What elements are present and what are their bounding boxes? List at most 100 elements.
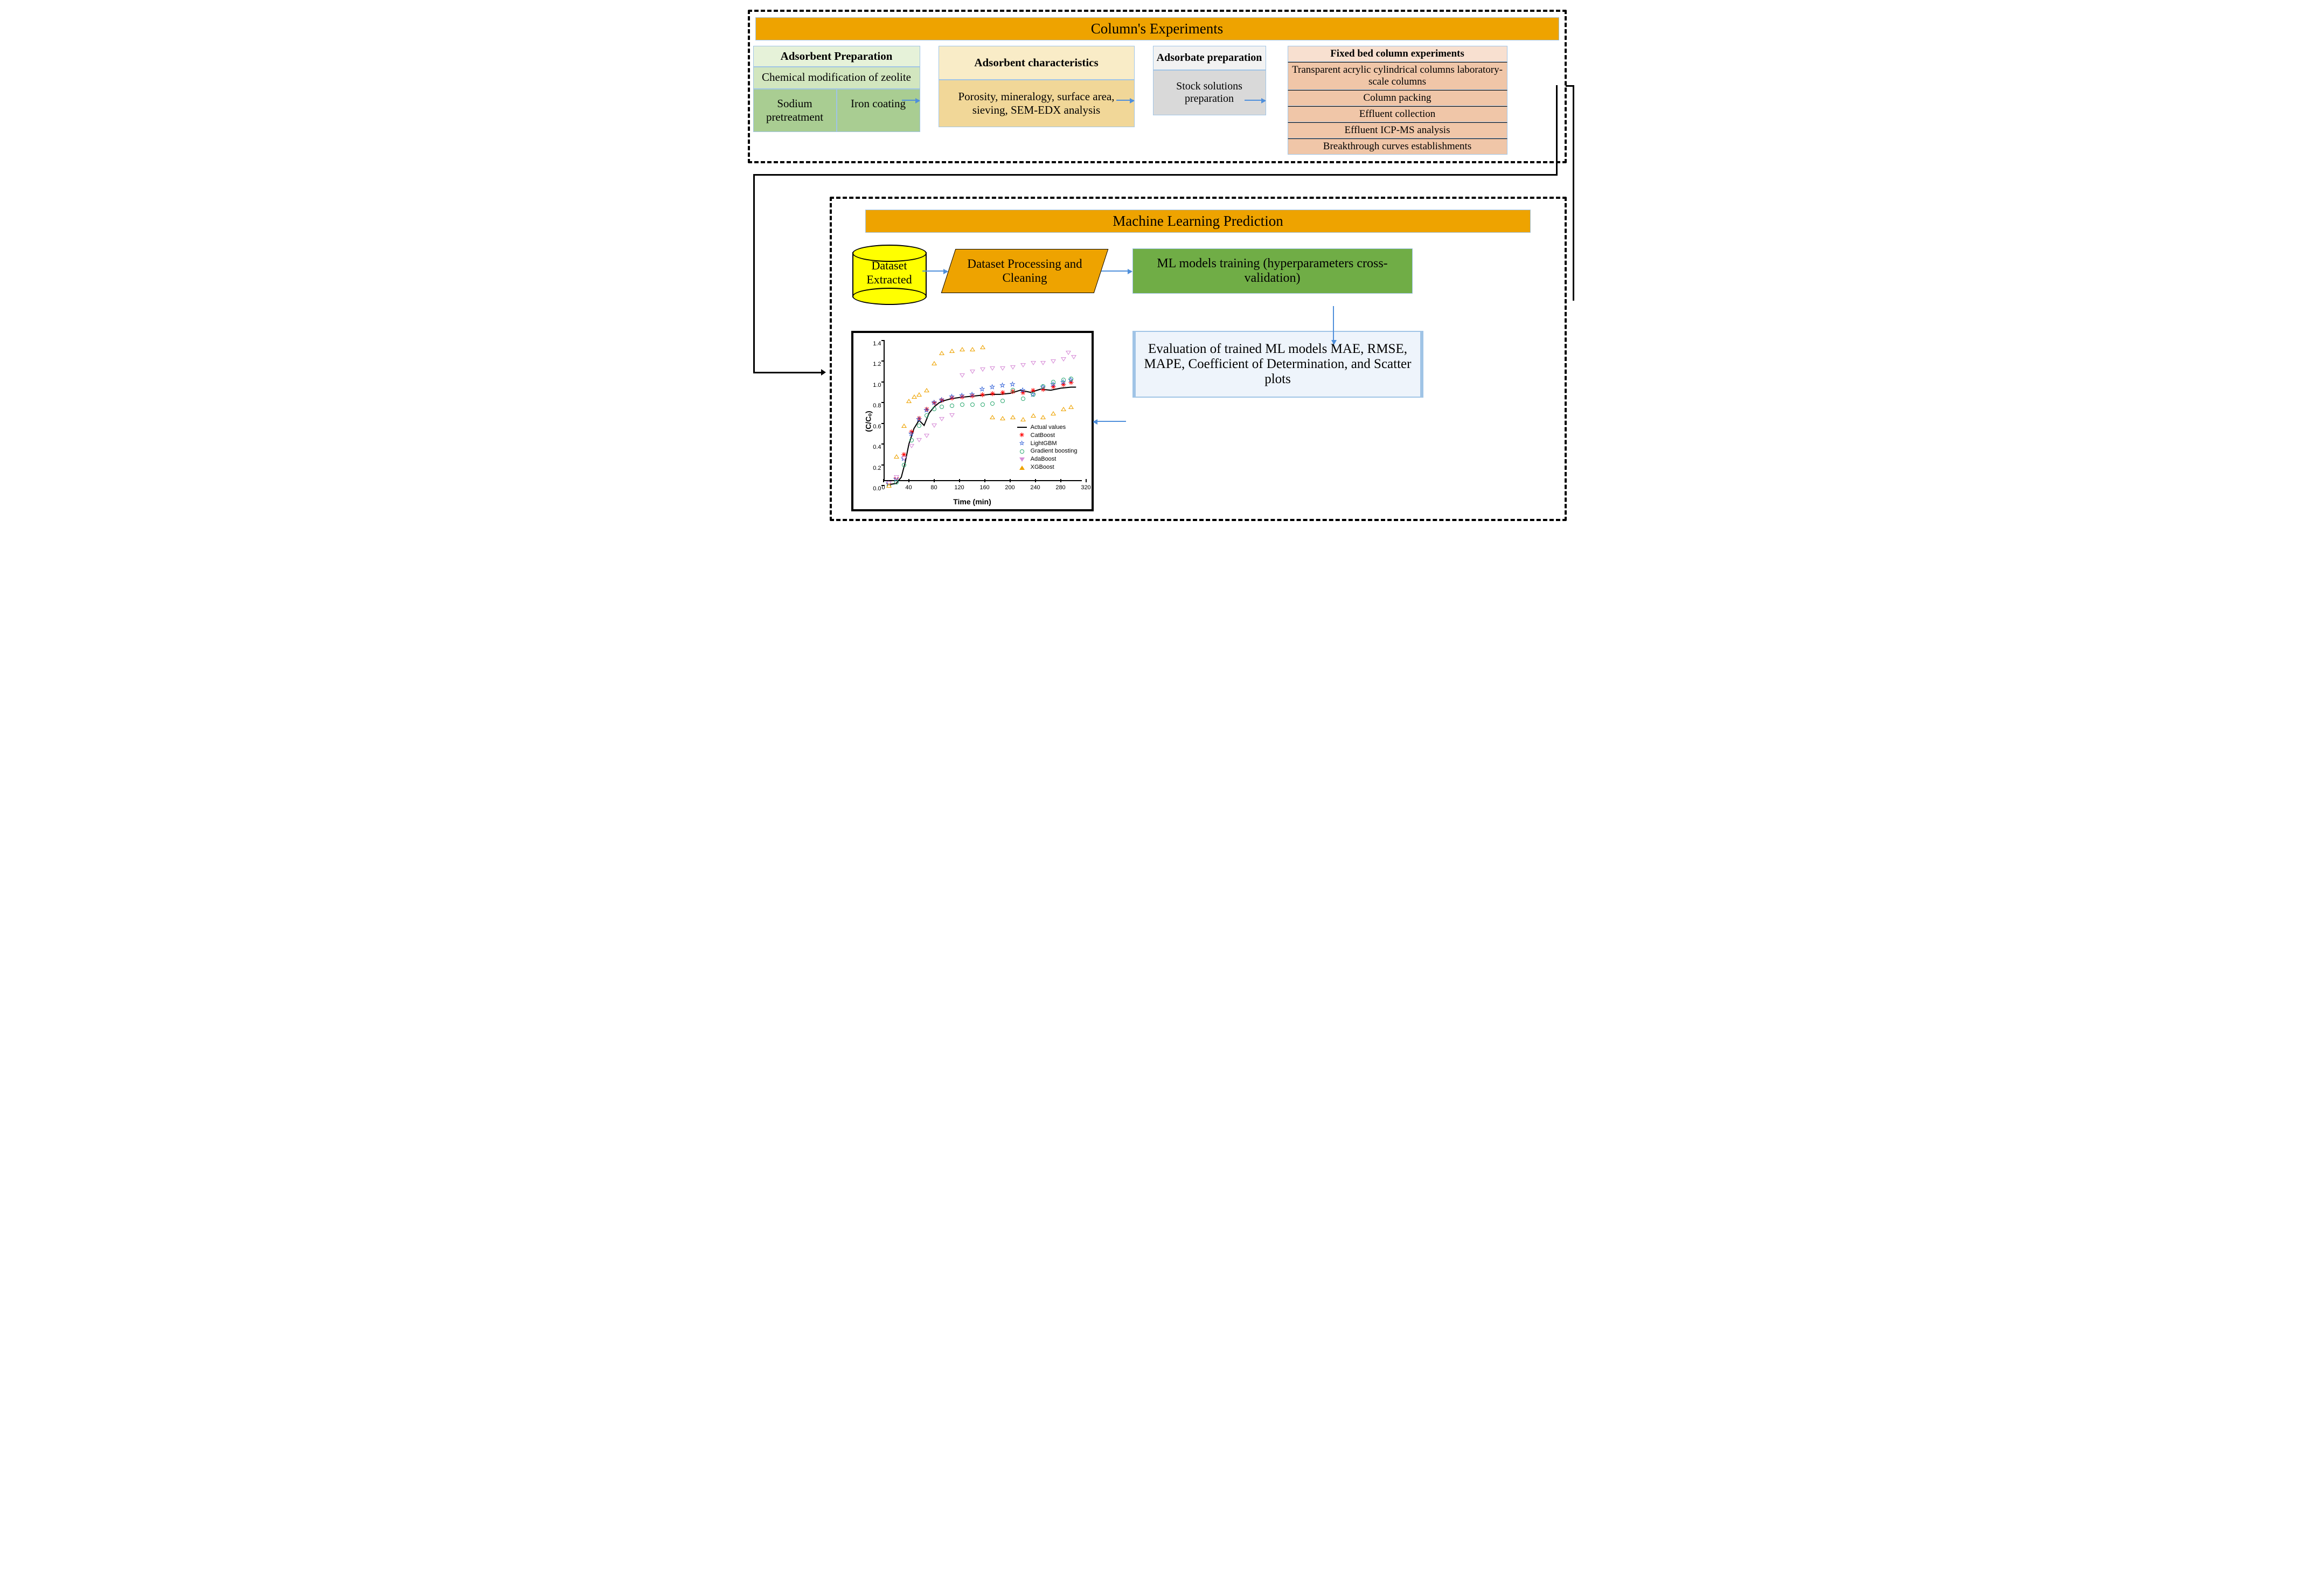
chart-marker [1068, 405, 1074, 409]
chart-marker [1061, 378, 1066, 382]
chart-marker [1041, 384, 1045, 388]
chart-marker [1051, 411, 1056, 415]
arrowhead-icon [821, 369, 826, 376]
fixed-bed-row: Effluent ICP-MS analysis [1288, 122, 1507, 138]
chart-marker [980, 345, 985, 349]
sodium-pretreatment-label: Sodium pretreatment [753, 89, 837, 132]
adsorbate-preparation-header: Adsorbate preparation [1153, 46, 1266, 70]
chart-marker: ☆ [1010, 382, 1014, 386]
chart-marker [1061, 407, 1066, 411]
chart-marker [909, 438, 914, 442]
chart-marker [1031, 361, 1036, 365]
chart-marker: ✳ [980, 393, 984, 397]
breakthrough-chart: (C/Cₒ) Time (min) Actual values✳CatBoost… [851, 331, 1094, 511]
chart-marker [1069, 377, 1073, 381]
ml-pipeline-row: Dataset Extracted Dataset Processing and… [848, 245, 1548, 297]
columns-experiments-title: Column's Experiments [755, 17, 1559, 40]
chart-marker: ✳ [1000, 391, 1004, 395]
chart-series-line [890, 387, 1075, 484]
chart-marker: ☆ [979, 387, 984, 391]
ml-prediction-title: Machine Learning Prediction [865, 210, 1531, 233]
chart-marker [916, 438, 922, 442]
chart-marker [1061, 357, 1066, 362]
chart-marker: ✳ [990, 392, 994, 396]
chart-marker [925, 413, 929, 418]
columns-experiments-frame: Column's Experiments Adsorbent Preparati… [748, 10, 1567, 163]
chart-marker [949, 413, 955, 418]
chart-marker [1051, 380, 1055, 384]
chart-marker [894, 475, 899, 480]
arrow-icon [1333, 306, 1334, 344]
fixed-bed-row: Transparent acrylic cylindrical columns … [1288, 62, 1507, 90]
chart-marker [1021, 397, 1025, 401]
chart-marker [970, 370, 975, 374]
chart-marker [901, 456, 907, 461]
ml-training-box: ML models training (hyperparameters cros… [1132, 248, 1413, 294]
chart-marker [960, 347, 965, 351]
ml-eval-row: (C/Cₒ) Time (min) Actual values✳CatBoost… [848, 331, 1548, 511]
chart-marker [909, 444, 914, 448]
top-row: Adsorbent Preparation Chemical modificat… [753, 46, 1561, 155]
fixed-bed-experiments-box: Fixed bed column experiments Transparent… [1288, 46, 1507, 155]
chart-marker: ☆ [949, 394, 953, 399]
adsorbent-preparation-box: Adsorbent Preparation Chemical modificat… [753, 46, 920, 155]
chart-marker: ☆ [999, 383, 1004, 387]
fixed-bed-row: Effluent collection [1288, 106, 1507, 122]
chart-marker [960, 403, 964, 407]
chart-marker [1051, 359, 1056, 364]
chart-marker [950, 404, 954, 408]
chart-marker [916, 392, 922, 397]
chart-marker [894, 480, 899, 484]
ml-prediction-frame: Machine Learning Prediction Dataset Extr… [830, 197, 1567, 521]
chart-marker [1010, 415, 1016, 419]
chart-marker [990, 401, 995, 406]
chart-marker [939, 351, 944, 355]
adsorbate-preparation-body: Stock solutions preparation [1153, 70, 1266, 115]
dataset-processing-label: Dataset Processing and Cleaning [953, 257, 1096, 285]
chart-marker [970, 347, 975, 351]
chart-marker [1000, 366, 1005, 371]
chart-marker [886, 483, 892, 488]
chart-marker [932, 424, 937, 428]
ml-training-label: ML models training (hyperparameters cros… [1157, 256, 1387, 285]
chart-marker [990, 415, 995, 419]
chart-marker [917, 424, 921, 428]
chart-marker [894, 454, 899, 459]
chart-marker [932, 407, 936, 411]
chart-marker [902, 463, 906, 467]
chart-marker [1031, 392, 1036, 397]
dataset-cylinder: Dataset Extracted [852, 245, 927, 297]
chart-marker [1011, 388, 1015, 392]
chart-marker [970, 403, 975, 407]
chart-marker [1031, 413, 1036, 418]
chart-marker [924, 434, 929, 438]
fixed-bed-row: Column packing [1288, 90, 1507, 106]
chart-marker [1000, 399, 1005, 403]
adsorbent-preparation-header: Adsorbent Preparation [753, 46, 920, 67]
chart-marker [924, 388, 929, 392]
chart-marker: ☆ [969, 392, 974, 397]
chart-marker: ☆ [989, 385, 993, 389]
chart-marker [1040, 415, 1046, 419]
chart-marker: ☆ [916, 417, 920, 421]
chart-marker [1040, 361, 1046, 365]
dataset-processing-box: Dataset Processing and Cleaning [941, 249, 1108, 293]
chart-marker [1071, 355, 1076, 359]
adsorbent-characteristics-body: Porosity, mineralogy, surface area, siev… [939, 80, 1135, 127]
chart-marker [981, 403, 985, 407]
arrow-icon [1245, 100, 1265, 101]
chart-marker [960, 373, 965, 378]
chart-marker: ☆ [908, 432, 913, 436]
chart-marker: ☆ [939, 398, 943, 402]
chart-marker [949, 349, 955, 353]
chart-marker [940, 405, 944, 409]
dataset-label: Dataset Extracted [853, 252, 926, 287]
chart-marker: ☆ [959, 393, 963, 398]
chart-marker [1020, 363, 1026, 367]
chart-marker: ☆ [923, 408, 928, 412]
chart-marker: ☆ [931, 400, 935, 405]
chart-marker [906, 399, 912, 403]
fixed-bed-header: Fixed bed column experiments [1288, 46, 1507, 62]
arrow-icon [1116, 100, 1134, 101]
chart-marker [1000, 416, 1005, 420]
